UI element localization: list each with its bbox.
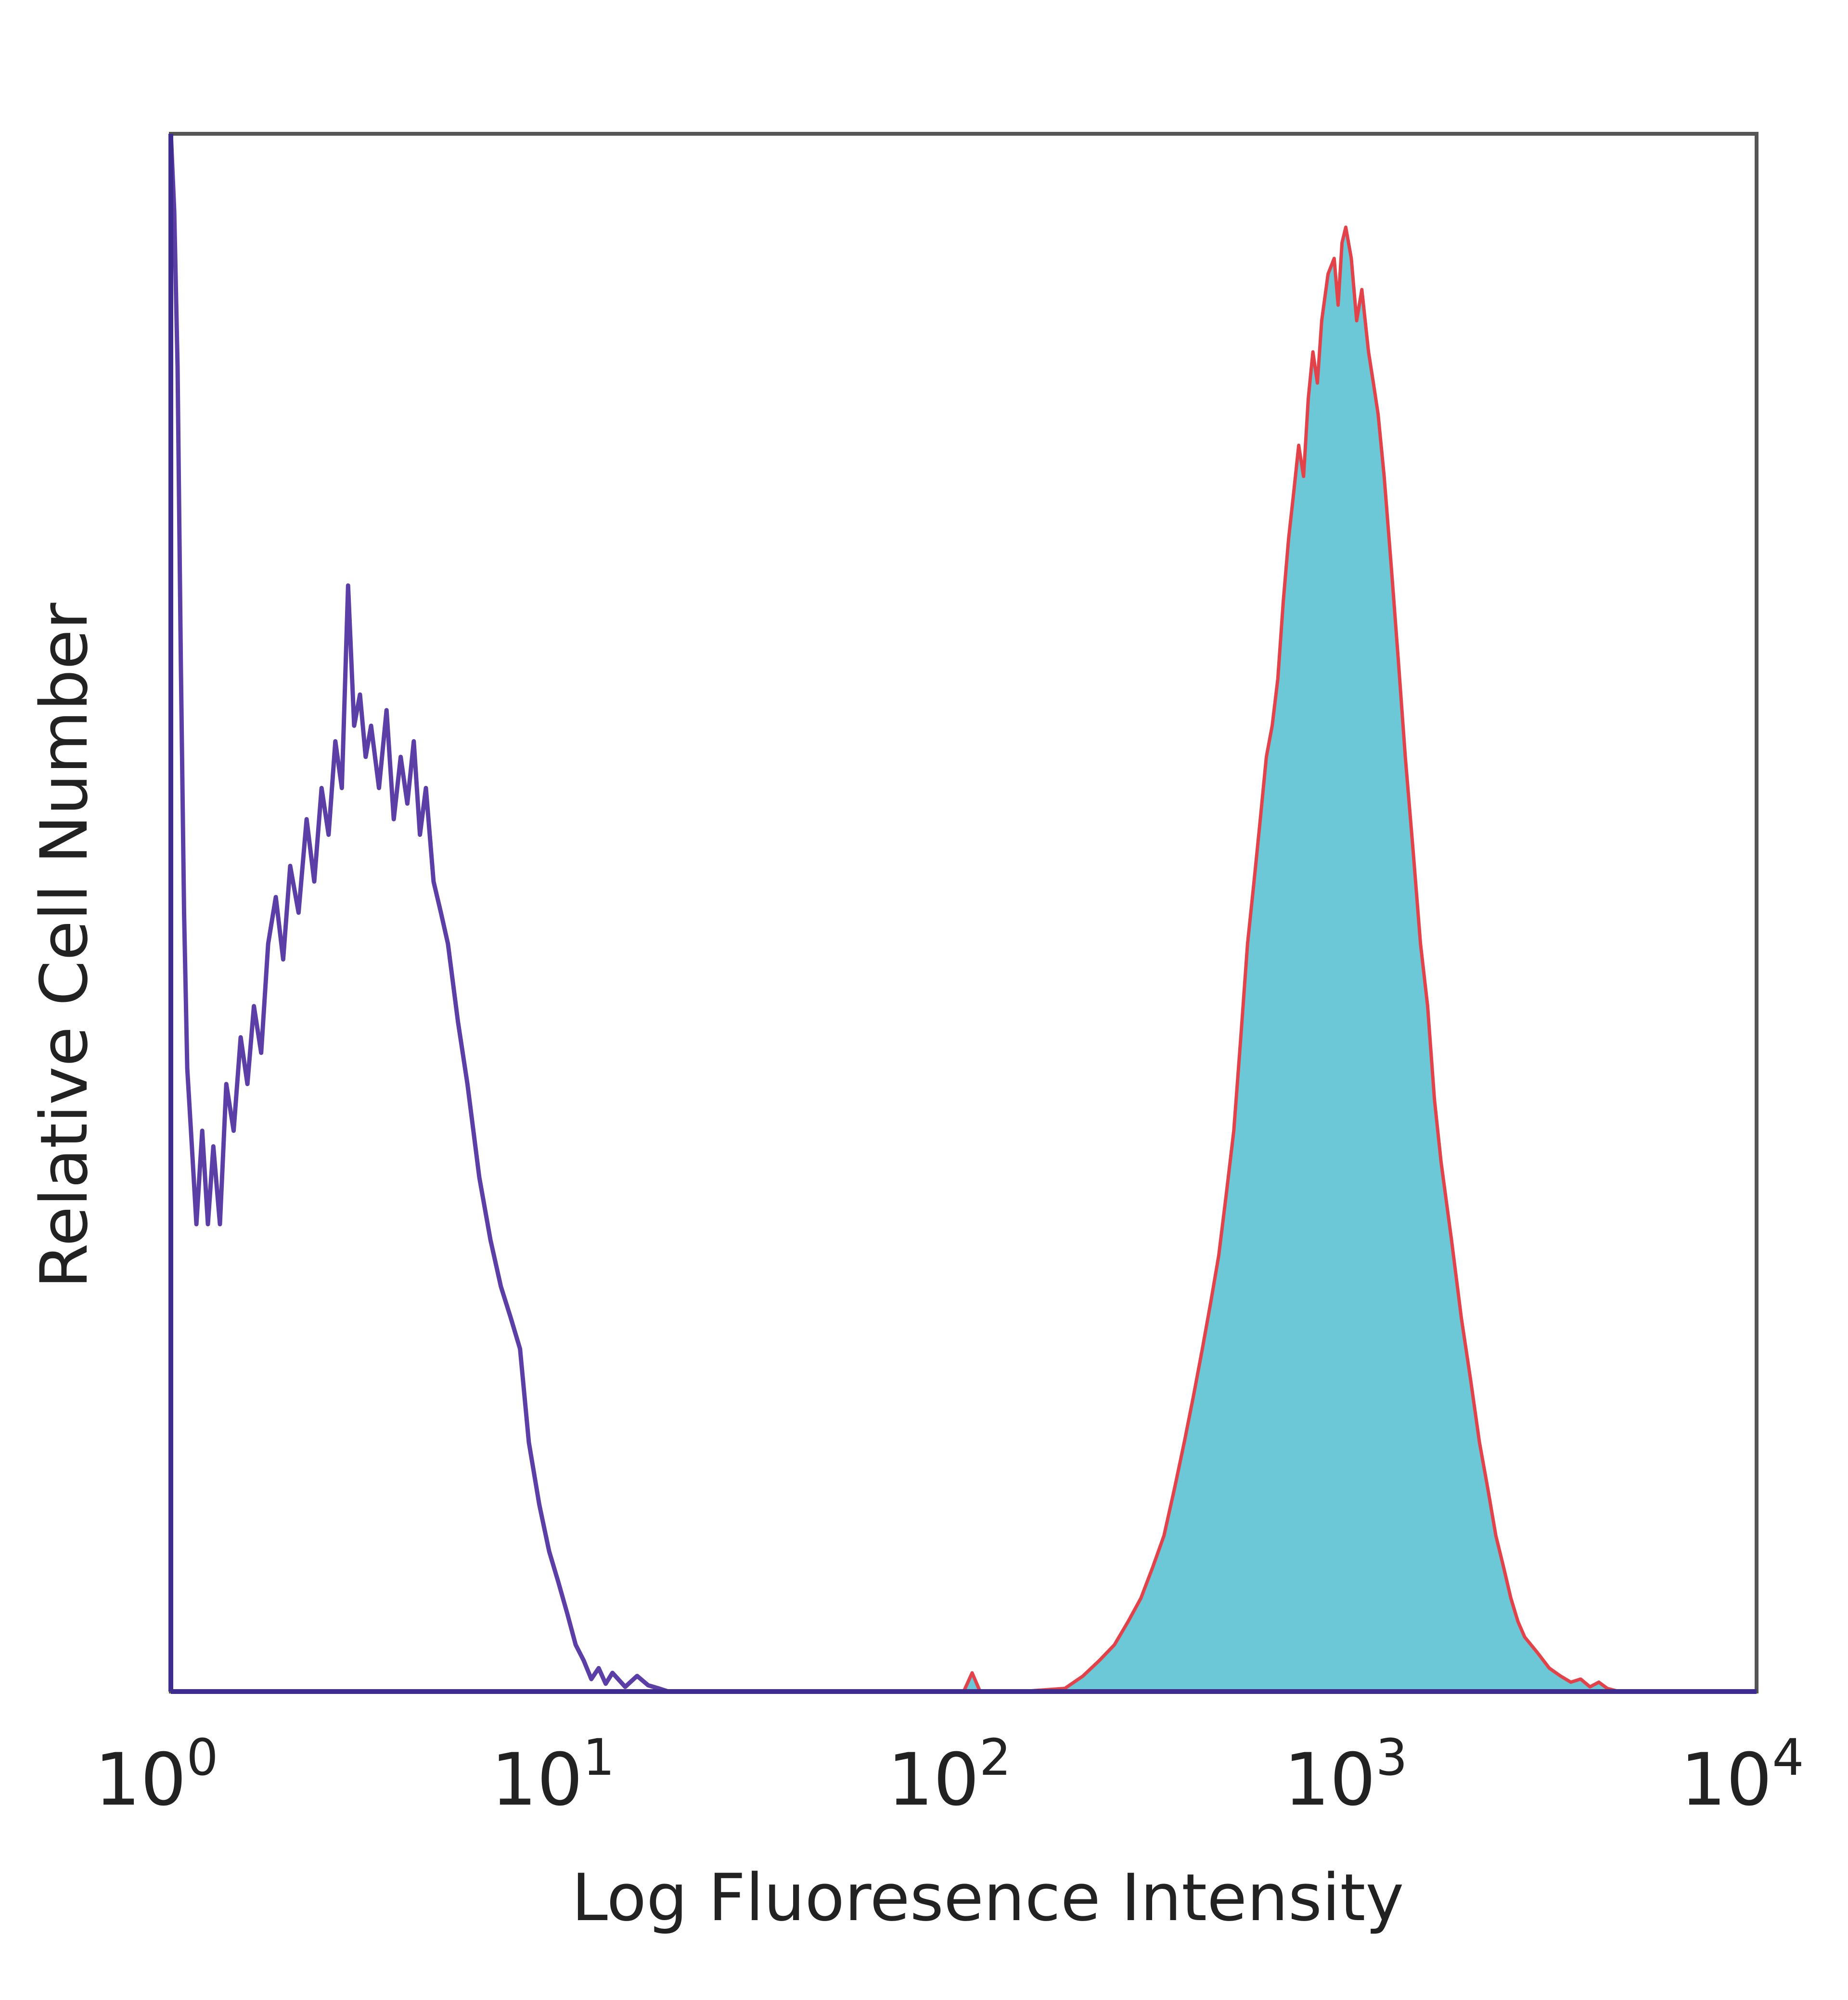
- plot-frame: [169, 132, 1758, 1693]
- x-tick-labels: 100 101 102 103 104: [94, 1728, 1804, 1822]
- x-tick-label-2: 102: [887, 1728, 1011, 1822]
- x-tick-label-1: 101: [491, 1728, 615, 1822]
- series-2-area: [963, 227, 1619, 1692]
- x-tick-label-3: 103: [1284, 1728, 1408, 1822]
- x-axis-label: Log Fluoresence Intensity: [572, 1860, 1404, 1936]
- series-1-line: [168, 133, 669, 1694]
- y-axis-label: Relative Cell Number: [26, 603, 102, 1288]
- series-layer: [168, 133, 1620, 1694]
- x-tick-label-4: 104: [1680, 1728, 1804, 1822]
- x-tick-label-0: 100: [94, 1728, 218, 1822]
- series-2-outline: [962, 225, 1620, 1693]
